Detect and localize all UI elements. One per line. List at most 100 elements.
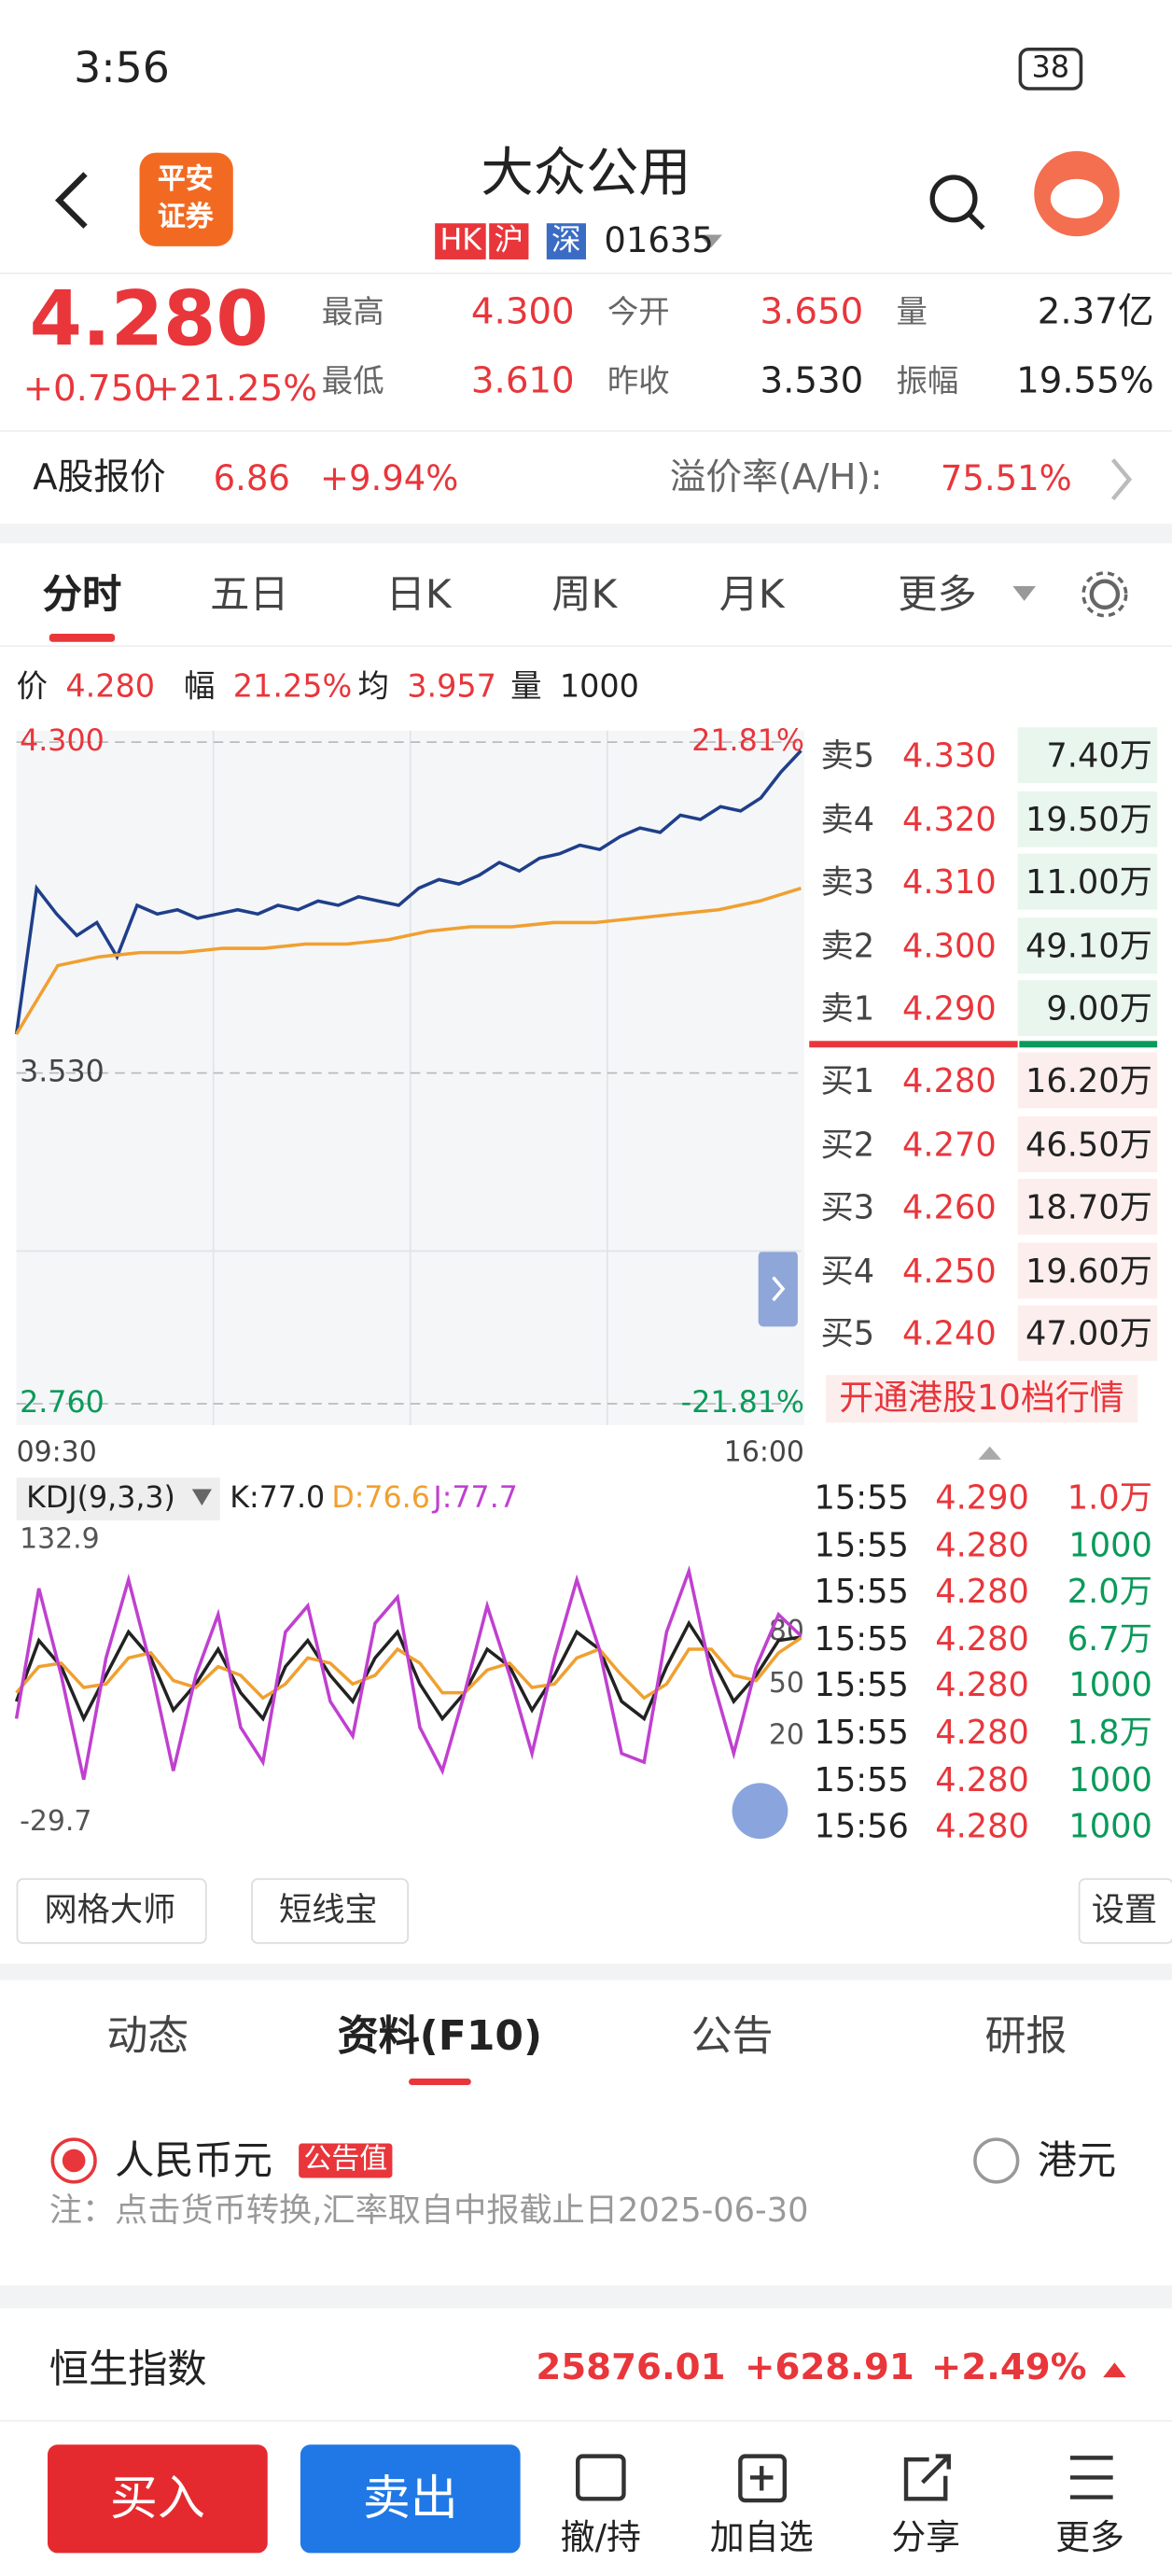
buy-label[interactable]: 买入	[109, 2470, 205, 2527]
stat-value: 19.55%	[1016, 361, 1154, 402]
tool-label[interactable]: 短线宝	[279, 1889, 378, 1929]
add-icon[interactable]	[738, 2454, 788, 2503]
avatar	[1050, 178, 1104, 218]
dropdown-icon	[1012, 585, 1036, 601]
book-row-bg	[1017, 791, 1158, 847]
arrow-icon[interactable]	[1110, 458, 1133, 501]
sell-label[interactable]: 卖出	[362, 2470, 458, 2527]
book-price: 4.330	[902, 735, 997, 776]
add-icon	[749, 2466, 774, 2491]
stat-label: 量	[896, 294, 928, 331]
logo-text: 平安	[157, 163, 214, 197]
book-price: 4.240	[902, 1313, 997, 1353]
stat-label: 最低	[321, 363, 384, 400]
expand-button[interactable]	[758, 1251, 798, 1327]
change-pct: +21.25%	[149, 369, 318, 411]
trade-time: 15:55	[814, 1712, 909, 1752]
tool-button[interactable]	[251, 1878, 410, 1944]
chart-tab[interactable]: 月K	[719, 571, 785, 618]
section-tab[interactable]: 资料(F10)	[337, 2011, 543, 2060]
section-tab[interactable]: 研报	[984, 2011, 1067, 2060]
book-volume: 11.00万	[1025, 861, 1152, 902]
sell-button[interactable]	[300, 2444, 521, 2554]
book-volume: 7.40万	[1046, 735, 1152, 776]
promo-link[interactable]: 开通港股10档行情	[826, 1375, 1137, 1423]
trade-time: 15:55	[814, 1571, 909, 1612]
book-label: 买5	[820, 1313, 875, 1353]
trade-price: 4.280	[935, 1806, 1029, 1846]
chart-tab[interactable]: 更多	[898, 571, 977, 618]
logo[interactable]	[139, 152, 233, 246]
info-value: 21.25%	[232, 668, 353, 706]
index-name: 恒生指数	[49, 2345, 207, 2393]
fullscreen-button[interactable]	[732, 1783, 788, 1840]
y2-tick-label: 21.81%	[691, 724, 804, 758]
trade-volume: 1000	[1068, 1665, 1152, 1705]
y-tick-label: 3.530	[20, 1056, 105, 1089]
trade-price: 4.280	[935, 1618, 1029, 1659]
toolbar-label[interactable]: 撤/持	[560, 2517, 641, 2557]
toolbar-label[interactable]: 更多	[1055, 2517, 1124, 2557]
trade-time: 15:55	[814, 1524, 909, 1564]
market-badge: 深	[546, 223, 586, 259]
chart-tab[interactable]: 日K	[385, 571, 452, 618]
info-label: 价	[16, 668, 49, 706]
stat-label: 昨收	[607, 363, 670, 400]
chart-tab[interactable]: 分时	[42, 571, 122, 618]
book-price: 4.280	[902, 1060, 997, 1100]
index-change-pct: +2.49%	[930, 2347, 1087, 2389]
trade-volume: 1.8万	[1067, 1712, 1152, 1752]
back-icon[interactable]	[54, 172, 88, 229]
section-tab[interactable]: 动态	[106, 2011, 189, 2060]
radio[interactable]	[973, 2137, 1020, 2184]
book-label: 卖5	[820, 735, 875, 776]
trade-volume: 1000	[1068, 1806, 1152, 1846]
book-row-bg	[1017, 917, 1158, 973]
book-volume: 18.70万	[1025, 1186, 1152, 1227]
toolbar-label[interactable]: 加自选	[709, 2517, 814, 2557]
dropdown-icon[interactable]	[699, 234, 723, 248]
book-label: 卖3	[820, 861, 875, 902]
book-volume: 19.50万	[1025, 798, 1152, 839]
y-tick-label: 20	[769, 1719, 804, 1752]
x-tick-label: 16:00	[724, 1435, 804, 1468]
book-price: 4.250	[902, 1250, 997, 1290]
divider	[0, 645, 1172, 648]
indicator-selector[interactable]	[16, 1477, 220, 1520]
toolbar-label[interactable]: 分享	[891, 2517, 961, 2557]
cancel-icon[interactable]	[576, 2454, 626, 2501]
book-row-bg	[1017, 727, 1158, 784]
radio-checked[interactable]	[50, 2137, 97, 2184]
info-label: 量	[510, 668, 542, 706]
trade-volume: 6.7万	[1067, 1618, 1152, 1659]
a-share-label: A股报价	[33, 457, 166, 499]
y-tick-label: 50	[769, 1667, 804, 1700]
tool-label[interactable]: 网格大师	[44, 1889, 176, 1929]
stock-code: 01635	[604, 220, 714, 260]
tab-indicator	[409, 2079, 471, 2086]
y-tick-label: 4.300	[20, 724, 105, 758]
share-icon[interactable]	[903, 2454, 951, 2501]
chart-tab[interactable]: 五日	[210, 571, 289, 618]
buy-button[interactable]	[48, 2444, 268, 2554]
tab-indicator	[49, 634, 116, 642]
currency-option[interactable]: 人民币元	[115, 2137, 273, 2184]
trade-price: 4.280	[935, 1524, 1029, 1564]
more-icon[interactable]	[1069, 2456, 1113, 2499]
expand-icon[interactable]	[1103, 2362, 1126, 2378]
currency-option[interactable]: 港元	[1037, 2137, 1117, 2184]
settings-label[interactable]: 设置	[1091, 1889, 1158, 1929]
search-icon[interactable]	[929, 175, 978, 223]
y-tick-label: -29.7	[20, 1805, 91, 1838]
section-tab[interactable]: 公告	[691, 2011, 774, 2060]
collapse-icon[interactable]	[978, 1446, 1002, 1460]
book-divider	[809, 1041, 1018, 1048]
book-label: 卖1	[820, 987, 875, 1029]
chart-tab[interactable]: 周K	[551, 571, 618, 618]
book-price: 4.320	[902, 798, 997, 839]
gear-icon[interactable]	[1089, 579, 1121, 610]
stat-value: 3.530	[760, 361, 864, 402]
tool-button[interactable]	[16, 1878, 207, 1944]
info-label: 幅	[184, 668, 216, 706]
book-price: 4.260	[902, 1186, 997, 1227]
